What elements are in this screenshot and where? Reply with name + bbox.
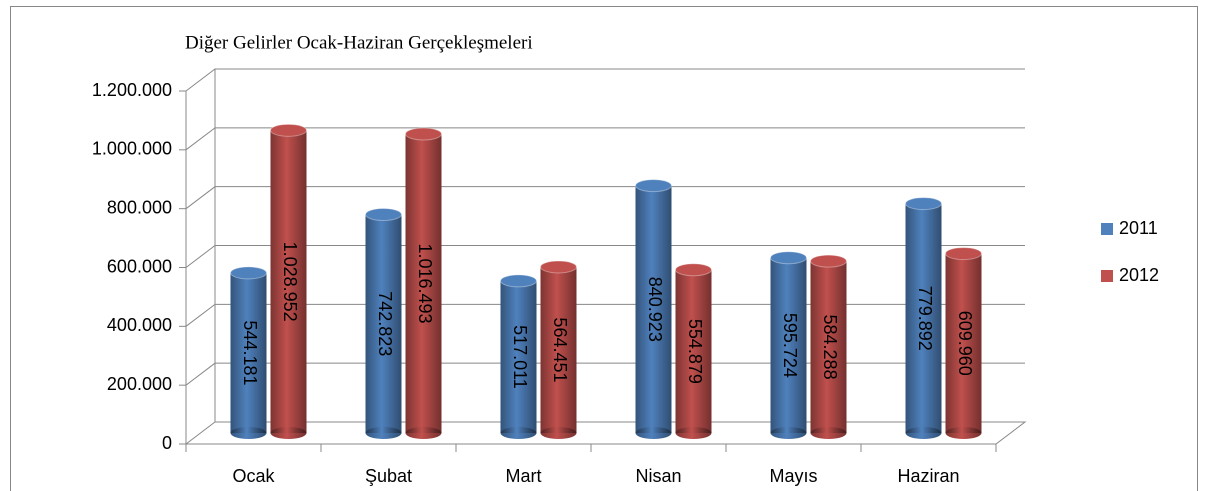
value-label: 1.028.952 xyxy=(280,242,300,322)
chart-title: Diğer Gelirler Ocak-Haziran Gerçekleşmel… xyxy=(185,32,533,53)
value-label: 840.923 xyxy=(645,277,665,342)
bar-bottom-shading xyxy=(230,427,267,439)
y-tick-label: 400.000 xyxy=(107,315,172,335)
bar-shading xyxy=(945,253,982,433)
bar-bottom-shading xyxy=(540,427,577,439)
bar-shading xyxy=(500,280,537,433)
bar-bottom-shading xyxy=(905,427,942,439)
bar-bottom-shading xyxy=(365,427,402,439)
bar-top xyxy=(675,263,712,277)
bar xyxy=(770,251,807,439)
x-tick-label: Haziran xyxy=(897,466,959,486)
grid-line xyxy=(185,186,1025,210)
bar xyxy=(500,274,537,439)
grid-line xyxy=(185,362,1025,386)
bar-top xyxy=(945,247,982,261)
bar-bottom-shading xyxy=(405,427,442,439)
grid-line xyxy=(185,68,1025,92)
bar-shading xyxy=(540,266,577,433)
value-label: 595.724 xyxy=(780,313,800,378)
legend-swatch xyxy=(1101,270,1113,282)
y-tick-label: 600.000 xyxy=(107,256,172,276)
legend-label: 2011 xyxy=(1119,218,1158,238)
value-label: 1.016.493 xyxy=(415,243,435,323)
bar-top xyxy=(810,254,847,268)
x-tick-label: Mart xyxy=(506,466,542,486)
legend-swatch xyxy=(1101,223,1113,235)
bar xyxy=(635,179,672,439)
bar-top xyxy=(405,127,442,141)
bar-top xyxy=(230,266,267,280)
bar-bottom-shading xyxy=(500,427,537,439)
bar-bottom-shading xyxy=(270,427,307,439)
bar xyxy=(675,263,712,439)
bar-shading xyxy=(770,257,807,433)
bar-shading xyxy=(675,269,712,433)
value-label: 779.892 xyxy=(915,286,935,351)
bar-shading xyxy=(810,261,847,433)
y-tick-label: 1.200.000 xyxy=(92,80,172,100)
bar-bottom-shading xyxy=(675,427,712,439)
value-label: 609.960 xyxy=(955,311,975,376)
grid-line xyxy=(185,303,1025,327)
legend-label: 2012 xyxy=(1119,265,1159,285)
value-label: 742.823 xyxy=(375,291,395,356)
bar xyxy=(365,207,402,439)
grid-line xyxy=(185,127,1025,151)
value-label: 554.879 xyxy=(685,319,705,384)
bar xyxy=(405,127,442,439)
x-tick-label: Şubat xyxy=(365,466,412,486)
bar-shading xyxy=(365,214,402,433)
bar-shading xyxy=(405,133,442,434)
bar-shading xyxy=(270,130,307,433)
y-tick-label: 200.000 xyxy=(107,374,172,394)
x-tick-label: Ocak xyxy=(232,466,275,486)
bar-top xyxy=(365,207,402,221)
bar xyxy=(230,266,267,439)
value-label: 564.451 xyxy=(550,317,570,382)
bar-shading xyxy=(635,185,672,433)
bar-top xyxy=(500,274,537,288)
bar xyxy=(905,197,942,439)
bar-shading xyxy=(230,272,267,433)
bar-top xyxy=(635,179,672,193)
value-label: 517.011 xyxy=(510,325,530,389)
bar-top xyxy=(905,197,942,211)
x-tick-label: Mayıs xyxy=(769,466,817,486)
x-tick-label: Nisan xyxy=(635,466,681,486)
chart-frame xyxy=(10,6,1198,491)
value-label: 584.288 xyxy=(820,315,840,380)
bar xyxy=(270,123,307,439)
bar-bottom-shading xyxy=(770,427,807,439)
grid-line xyxy=(185,245,1025,268)
bar-top xyxy=(270,123,307,137)
bar-top xyxy=(540,260,577,274)
bar-bottom-shading xyxy=(945,427,982,439)
bar xyxy=(945,247,982,439)
bar xyxy=(540,260,577,439)
bar-top xyxy=(770,251,807,265)
bar-shading xyxy=(905,203,942,433)
bar-bottom-shading xyxy=(810,427,847,439)
y-tick-label: 0 xyxy=(162,433,172,453)
bar-bottom-shading xyxy=(635,427,672,439)
bar xyxy=(810,254,847,439)
value-label: 544.181 xyxy=(240,320,260,385)
y-tick-label: 1.000.000 xyxy=(92,139,172,159)
y-tick-label: 800.000 xyxy=(107,197,172,217)
